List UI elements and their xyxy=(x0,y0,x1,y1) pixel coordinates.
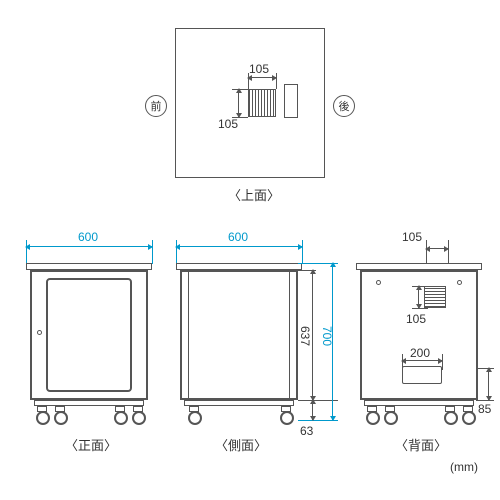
front-marker: 前 xyxy=(145,95,167,117)
side-dim-637: 637 xyxy=(298,326,312,346)
cab-body: 105 200 xyxy=(360,270,478,400)
top-dim-ext xyxy=(276,73,277,89)
top-view: 105 105 xyxy=(175,28,325,178)
cab-top-plate xyxy=(26,263,152,270)
top-dim-width: 105 xyxy=(249,62,269,76)
side-edge-line xyxy=(289,272,290,398)
top-view-label: 〈上面〉 xyxy=(228,185,280,204)
back-dim-105h: 105 xyxy=(406,312,426,326)
front-dim-width-line xyxy=(26,246,152,247)
lock-icon xyxy=(37,330,42,335)
back-hole-icon xyxy=(376,280,381,285)
caster-icon xyxy=(278,406,292,420)
side-dim-width: 600 xyxy=(228,230,248,244)
cab-top-plate xyxy=(176,263,302,270)
caster-icon xyxy=(186,406,200,420)
front-view-label: 〈正面〉 xyxy=(65,435,117,454)
back-dim-85-line xyxy=(488,368,489,400)
front-dim-width: 600 xyxy=(78,230,98,244)
cab-base-plate xyxy=(364,400,474,406)
side-edge-line xyxy=(188,272,189,398)
caster-icon xyxy=(364,406,378,420)
back-dim-105w-line xyxy=(426,248,448,249)
caster-icon xyxy=(460,406,474,420)
top-vent-grille xyxy=(248,89,276,117)
side-view-label: 〈側面〉 xyxy=(215,435,267,454)
technical-drawing: 105 105 前 後 〈上面〉 600 〈正面〉 600 xyxy=(0,0,500,500)
top-back-block xyxy=(284,84,298,118)
side-dim-637-line xyxy=(312,270,313,400)
back-dim-105h-line xyxy=(418,286,419,308)
back-hole-icon xyxy=(457,280,462,285)
back-view-label: 〈背面〉 xyxy=(395,435,447,454)
cab-base-plate xyxy=(34,400,144,406)
front-door-panel xyxy=(46,278,132,392)
caster-icon xyxy=(34,406,48,420)
back-vent-grille xyxy=(424,286,446,308)
side-dim-width-line xyxy=(176,246,302,247)
caster-icon xyxy=(382,406,396,420)
back-dim-85: 85 xyxy=(478,402,491,416)
caster-icon xyxy=(112,406,126,420)
side-dim-63: 63 xyxy=(300,424,313,438)
cab-body xyxy=(30,270,148,400)
side-dim-63-line xyxy=(312,400,313,420)
cab-body xyxy=(180,270,298,400)
back-cable-slot xyxy=(402,366,442,384)
back-dim-200: 200 xyxy=(410,346,430,360)
caster-icon xyxy=(130,406,144,420)
side-view: 600 637 700 63 xyxy=(180,270,298,400)
front-view: 600 xyxy=(30,270,148,400)
caster-icon xyxy=(442,406,456,420)
back-view: 105 105 200 85 xyxy=(360,270,478,400)
top-dim-height-line xyxy=(238,89,239,117)
unit-label: (mm) xyxy=(450,460,478,474)
back-marker: 後 xyxy=(333,95,355,117)
caster-icon xyxy=(52,406,66,420)
top-dim-height: 105 xyxy=(218,117,238,131)
side-dim-700: 700 xyxy=(320,326,334,346)
back-dim-105w: 105 xyxy=(402,230,422,244)
top-dim-width-line xyxy=(248,77,276,78)
cab-top-plate xyxy=(356,263,482,270)
back-dim-200-line xyxy=(402,360,442,361)
